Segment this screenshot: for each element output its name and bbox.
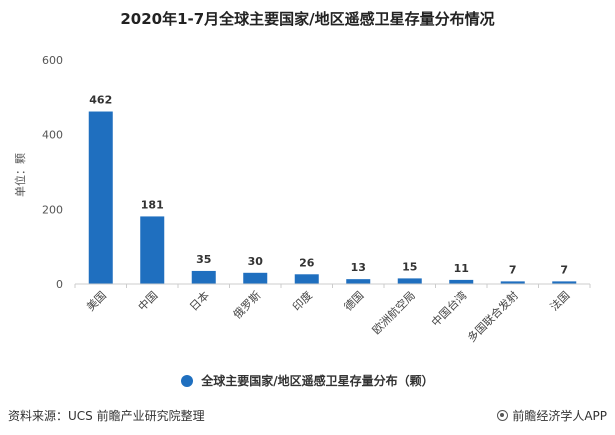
data-label: 13 <box>351 261 366 274</box>
bar <box>243 272 268 284</box>
bar <box>500 281 525 284</box>
bars-group: 462 181 35 30 26 13 15 11 7 7 <box>88 94 577 285</box>
y-tick-label: 600 <box>42 54 63 67</box>
data-label: 35 <box>196 253 211 266</box>
bar <box>88 111 113 285</box>
x-tick-label: 日本 <box>186 288 211 313</box>
x-tick-label: 多国联合发射 <box>464 288 521 345</box>
x-tick-label: 法国 <box>547 288 572 313</box>
bar <box>552 281 577 284</box>
x-tick-label: 俄罗斯 <box>231 289 264 322</box>
brand-label: 前瞻经济学人APP <box>512 409 607 423</box>
x-tick-label: 印度 <box>289 288 314 313</box>
source-note: 资料来源：UCS 前瞻产业研究院整理 <box>8 409 205 423</box>
data-label: 26 <box>299 256 315 269</box>
brand-credit: 前瞻经济学人APP <box>497 407 607 424</box>
y-tick-label: 200 <box>42 203 63 216</box>
chart-title: 2020年1-7月全球主要国家/地区遥感卫星存量分布情况 <box>120 10 495 28</box>
bar <box>449 279 474 284</box>
brand-logo-icon <box>497 410 509 421</box>
bar <box>397 278 422 284</box>
y-tick-label: 400 <box>42 129 63 142</box>
bar <box>191 270 216 284</box>
x-tick-label: 美国 <box>84 289 109 314</box>
data-label: 181 <box>141 198 164 211</box>
bar-chart: 0 200 400 600 462 181 35 30 26 13 15 11 7 7 美国 中国 日本 俄罗… <box>13 54 591 345</box>
legend-marker <box>181 374 194 387</box>
x-tick-label: 德国 <box>341 288 366 313</box>
data-label: 15 <box>402 260 417 273</box>
legend: 全球主要国家/地区遥感卫星存量分布（颗） <box>0 372 615 389</box>
x-tick-label: 欧洲航空局 <box>369 288 418 337</box>
data-label: 462 <box>89 94 112 107</box>
y-axis: 0 200 400 600 <box>42 54 63 291</box>
data-label: 7 <box>560 263 568 276</box>
bar <box>140 216 165 284</box>
bar <box>294 274 319 284</box>
y-tick-label: 0 <box>56 278 63 291</box>
bar <box>346 279 371 284</box>
data-label: 30 <box>248 255 264 268</box>
y-axis-label: 单位：颗 <box>13 153 27 197</box>
x-tick-label: 中国台湾 <box>428 288 469 329</box>
x-tick-label: 中国 <box>136 289 161 314</box>
data-label: 11 <box>454 262 469 275</box>
data-label: 7 <box>509 263 517 276</box>
legend-label: 全球主要国家/地区遥感卫星存量分布（颗） <box>201 374 434 388</box>
